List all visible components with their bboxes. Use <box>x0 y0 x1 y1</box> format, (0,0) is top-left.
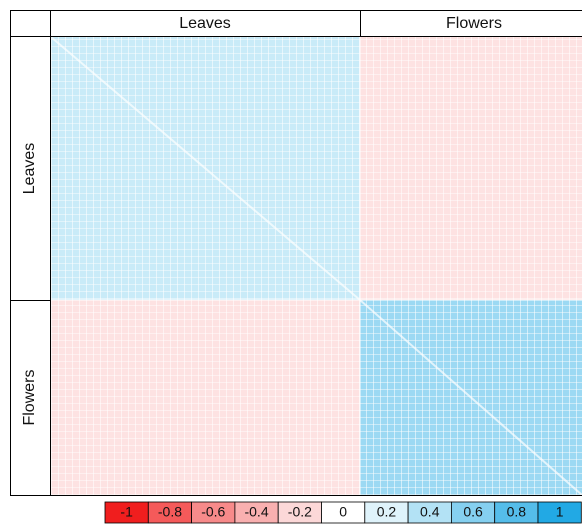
header-frame <box>10 10 582 496</box>
legend-swatch <box>537 501 582 524</box>
diagonal <box>359 299 582 496</box>
column-label: Flowers <box>446 15 502 32</box>
column-label: Leaves <box>179 15 231 32</box>
legend-label: -0.4 <box>244 504 268 520</box>
row-label: Flowers <box>21 369 38 425</box>
legend-label: 0.2 <box>377 504 397 520</box>
legend-label: -0.8 <box>158 504 182 520</box>
legend-label: -0.6 <box>201 504 225 520</box>
legend-label: -1 <box>120 504 133 520</box>
legend-label: 0.6 <box>463 504 483 520</box>
legend-label: 1 <box>556 504 564 520</box>
legend-label: -0.2 <box>288 504 312 520</box>
cell-texture <box>51 300 360 495</box>
row-label: Leaves <box>21 143 38 195</box>
diagonal <box>50 36 361 301</box>
legend-label: 0.4 <box>420 504 440 520</box>
cell-texture <box>360 37 582 300</box>
legend-label: 0 <box>339 504 347 520</box>
legend-label: 0.8 <box>507 504 527 520</box>
